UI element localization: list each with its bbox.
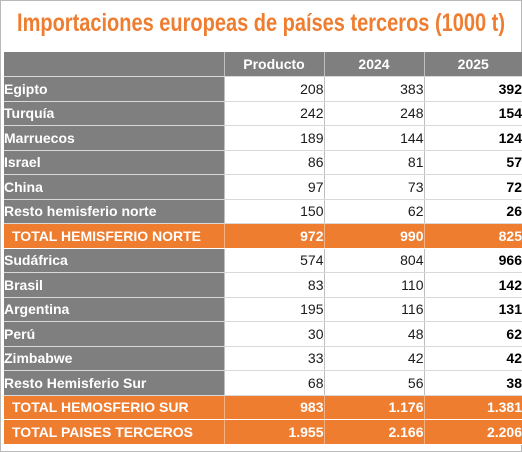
cell-2025: 825 [423, 223, 522, 249]
table-row: Marruecos 189 144 124 [4, 125, 522, 151]
cell-2025: 57 [423, 150, 522, 175]
table-row: Argentina 195 116 131 [4, 297, 522, 322]
cell-2025: 131 [423, 297, 522, 322]
cell-producto: 83 [223, 272, 324, 298]
imports-table: Producto 2024 2025 Egipto 208 383 392 Turquí… [4, 52, 522, 445]
row-label: TOTAL HEMISFERIO NORTE [4, 223, 224, 249]
cell-producto: 972 [223, 223, 324, 249]
cell-2024: 248 [323, 101, 424, 126]
cell-2025: 62 [423, 321, 522, 347]
cell-producto: 242 [223, 101, 324, 126]
cell-2024: 73 [323, 174, 424, 200]
cell-2024: 116 [323, 297, 424, 322]
table-row: Egipto 208 383 392 [4, 76, 522, 102]
cell-2024: 804 [323, 248, 424, 273]
cell-2025: 142 [423, 272, 522, 298]
cell-producto: 189 [223, 125, 324, 151]
row-label: Zimbabwe [4, 346, 224, 371]
row-label: TOTAL PAISES TERCEROS [4, 419, 224, 445]
total-row: TOTAL PAISES TERCEROS 1.955 2.166 2.206 [4, 419, 522, 445]
table-row: Resto Hemisferio Sur 68 56 38 [4, 370, 522, 396]
row-label: TOTAL HEMOSFERIO SUR [4, 395, 224, 420]
table-body: Egipto 208 383 392 Turquía 242 248 154 Marruecos… [4, 76, 522, 445]
cell-producto: 1.955 [223, 419, 324, 445]
cell-2024: 110 [323, 272, 424, 298]
cell-producto: 983 [223, 395, 324, 420]
cell-2024: 383 [323, 76, 424, 102]
row-label: Brasil [4, 272, 224, 298]
cell-2025: 42 [423, 346, 522, 371]
header-corner [4, 52, 224, 77]
page-title: Importaciones europeas de países tercero… [17, 8, 505, 37]
row-label: Argentina [4, 297, 224, 322]
cell-2024: 144 [323, 125, 424, 151]
cell-2024: 81 [323, 150, 424, 175]
cell-2025: 966 [423, 248, 522, 273]
cell-producto: 33 [223, 346, 324, 371]
row-label: China [4, 174, 224, 200]
cell-2024: 1.176 [323, 395, 424, 420]
cell-2024: 42 [323, 346, 424, 371]
column-header-producto: Producto [223, 52, 324, 77]
cell-2025: 26 [423, 199, 522, 224]
total-row: TOTAL HEMISFERIO NORTE 972 990 825 [4, 223, 522, 249]
cell-2025: 72 [423, 174, 522, 200]
row-label: Resto hemisferio norte [4, 199, 224, 224]
cell-producto: 574 [223, 248, 324, 273]
cell-2024: 62 [323, 199, 424, 224]
table-row: Zimbabwe 33 42 42 [4, 346, 522, 371]
table-row: China 97 73 72 [4, 174, 522, 200]
row-label: Turquía [4, 101, 224, 126]
cell-2024: 56 [323, 370, 424, 396]
table-row: Israel 86 81 57 [4, 150, 522, 175]
cell-producto: 208 [223, 76, 324, 102]
cell-producto: 150 [223, 199, 324, 224]
row-label: Marruecos [4, 125, 224, 151]
cell-2025: 2.206 [423, 419, 522, 445]
cell-2025: 392 [423, 76, 522, 102]
cell-2024: 2.166 [323, 419, 424, 445]
column-header-2025: 2025 [423, 52, 522, 77]
cell-2025: 1.381 [423, 395, 522, 420]
cell-producto: 30 [223, 321, 324, 347]
cell-2024: 990 [323, 223, 424, 249]
cell-2024: 48 [323, 321, 424, 347]
header-row: Producto 2024 2025 [4, 52, 522, 77]
row-label: Resto Hemisferio Sur [4, 370, 224, 396]
cell-2025: 124 [423, 125, 522, 151]
cell-producto: 97 [223, 174, 324, 200]
cell-producto: 68 [223, 370, 324, 396]
row-label: Egipto [4, 76, 224, 102]
row-label: Perú [4, 321, 224, 347]
table-row: Turquía 242 248 154 [4, 101, 522, 126]
table-row: Resto hemisferio norte 150 62 26 [4, 199, 522, 224]
cell-producto: 195 [223, 297, 324, 322]
cell-producto: 86 [223, 150, 324, 175]
table-row: Brasil 83 110 142 [4, 272, 522, 298]
row-label: Israel [4, 150, 224, 175]
cell-2025: 154 [423, 101, 522, 126]
total-row: TOTAL HEMOSFERIO SUR 983 1.176 1.381 [4, 395, 522, 420]
row-label: Sudáfrica [4, 248, 224, 273]
cell-2025: 38 [423, 370, 522, 396]
column-header-2024: 2024 [323, 52, 424, 77]
table-row: Perú 30 48 62 [4, 321, 522, 347]
table-row: Sudáfrica 574 804 966 [4, 248, 522, 273]
